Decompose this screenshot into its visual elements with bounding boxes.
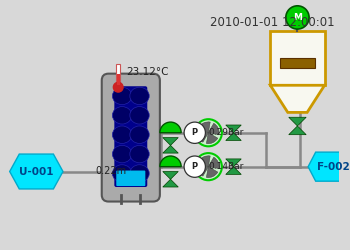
Ellipse shape [112, 165, 132, 182]
FancyBboxPatch shape [102, 74, 160, 202]
Polygon shape [308, 152, 350, 181]
Wedge shape [160, 156, 181, 167]
Text: 0.22m: 0.22m [95, 166, 126, 175]
Wedge shape [197, 131, 208, 142]
Ellipse shape [130, 126, 149, 144]
Polygon shape [226, 159, 241, 167]
Circle shape [184, 122, 205, 144]
Wedge shape [197, 165, 208, 176]
Text: P: P [192, 128, 198, 137]
Polygon shape [289, 117, 306, 126]
Ellipse shape [130, 106, 149, 124]
Ellipse shape [130, 145, 149, 163]
Polygon shape [226, 125, 241, 133]
Circle shape [195, 153, 222, 180]
Polygon shape [163, 179, 178, 187]
Polygon shape [270, 85, 324, 112]
Text: 0.14Bar: 0.14Bar [208, 162, 244, 171]
Ellipse shape [130, 165, 149, 182]
Wedge shape [206, 133, 218, 143]
Polygon shape [226, 133, 241, 140]
Text: P: P [192, 162, 198, 171]
Circle shape [113, 82, 123, 92]
FancyBboxPatch shape [116, 170, 145, 186]
Wedge shape [208, 123, 219, 135]
Ellipse shape [112, 126, 132, 144]
Circle shape [286, 6, 309, 29]
Bar [270, 31, 324, 85]
Text: F-002: F-002 [317, 162, 350, 172]
Ellipse shape [112, 87, 132, 105]
Bar [117, 74, 120, 85]
Circle shape [184, 156, 205, 177]
Polygon shape [10, 154, 63, 189]
Wedge shape [199, 156, 210, 167]
Text: 23.12°C: 23.12°C [126, 67, 168, 77]
Ellipse shape [112, 106, 132, 124]
Polygon shape [226, 167, 241, 174]
Ellipse shape [112, 145, 132, 163]
Polygon shape [289, 126, 306, 135]
Wedge shape [160, 122, 181, 133]
FancyBboxPatch shape [114, 86, 147, 187]
Text: 2010-01-01 12:00:01: 2010-01-01 12:00:01 [210, 16, 334, 28]
Ellipse shape [130, 87, 149, 105]
Bar [280, 58, 315, 68]
Polygon shape [163, 145, 178, 153]
Polygon shape [163, 172, 178, 179]
Polygon shape [163, 138, 178, 145]
Wedge shape [206, 167, 218, 177]
Text: 0.29Bar: 0.29Bar [208, 128, 244, 137]
Wedge shape [199, 122, 210, 133]
Circle shape [195, 119, 222, 146]
Text: U-001: U-001 [19, 166, 54, 176]
Wedge shape [208, 157, 219, 168]
Text: M: M [293, 13, 302, 22]
Bar [116, 64, 120, 85]
